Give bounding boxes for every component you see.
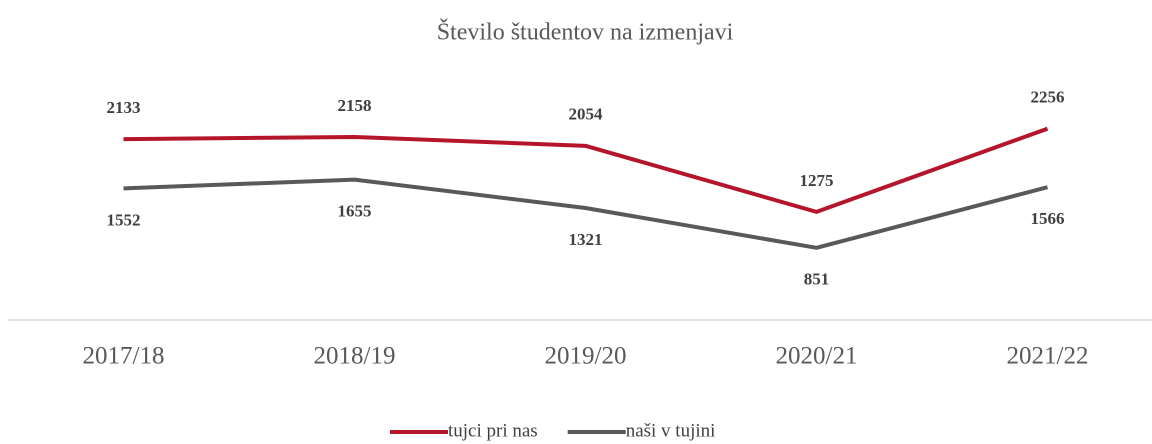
data-label: 1321 xyxy=(569,230,603,249)
legend-label: naši v tujini xyxy=(626,420,716,441)
chart-title: Število študentov na izmenjavi xyxy=(437,19,734,46)
x-tick-label: 2019/20 xyxy=(545,343,627,370)
data-label: 2256 xyxy=(1031,88,1065,107)
legend-label: tujci pri nas xyxy=(448,420,538,441)
x-tick-label: 2021/22 xyxy=(1007,343,1089,370)
data-label: 2054 xyxy=(569,105,604,124)
data-label: 851 xyxy=(804,270,830,289)
data-label: 2133 xyxy=(107,98,141,117)
data-label: 1552 xyxy=(107,210,141,229)
x-tick-label: 2017/18 xyxy=(83,343,165,370)
x-tick-label: 2018/19 xyxy=(314,343,396,370)
data-label: 1275 xyxy=(800,171,834,190)
series-line xyxy=(123,126,1049,214)
data-label: 1566 xyxy=(1031,209,1065,228)
x-tick-label: 2020/21 xyxy=(776,343,858,370)
data-label: 1655 xyxy=(338,202,372,221)
data-label: 2158 xyxy=(338,96,372,115)
series-line xyxy=(123,177,1049,250)
